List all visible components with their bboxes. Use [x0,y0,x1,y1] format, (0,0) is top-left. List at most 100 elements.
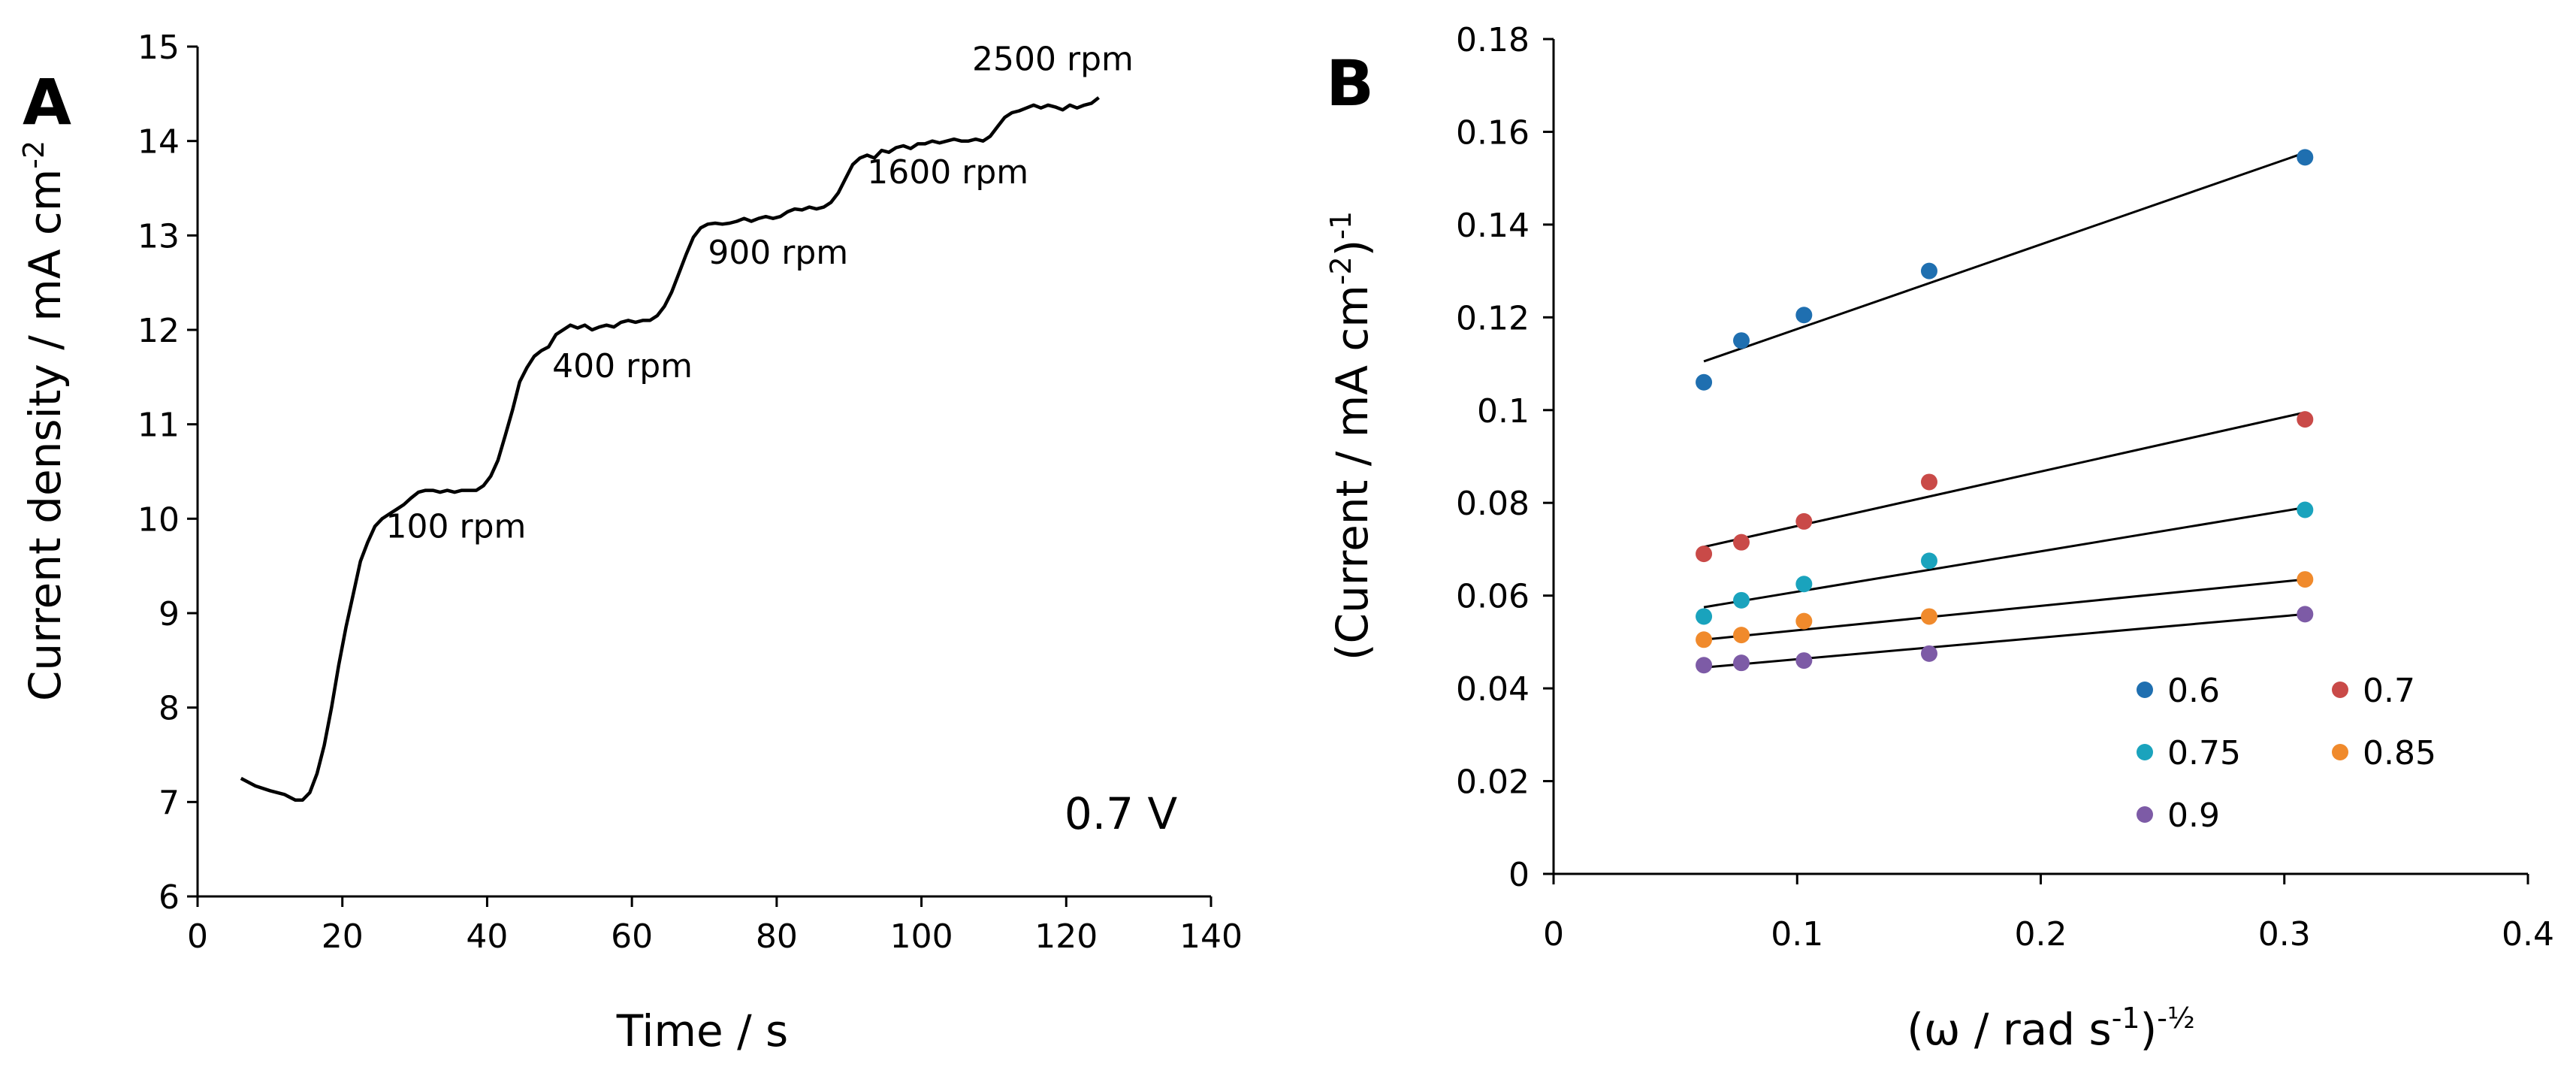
panel-b-xlabel-part1: (ω / rad s [1907,1004,2111,1055]
panel-a: A Current density / mA cm-2 Time / s 0.7… [17,29,1243,1056]
panel-b-y-tick-label: 0.16 [1456,113,1530,152]
panel-b-point-0-75 [1795,576,1813,593]
panel-b-x-axis-title: (ω / rad s-1)-½ [1907,1002,2195,1055]
panel-a-current-line [240,96,1100,802]
panel-a-y-tick-label: 6 [159,878,180,917]
panel-b-legend-marker [2332,744,2348,760]
panel-a-rpm-annotation: 400 rpm [552,347,693,385]
panel-a-annotations: 100 rpm 400 rpm 900 rpm 1600 rpm 2500 rpm [386,40,1134,546]
panel-b-fit-line-0-75 [1703,506,2306,609]
panel-b-ticks: 0 0.1 0.2 0.3 0.4 0 0.02 0.04 0.06 0.08 0.1 0.12 0.1… [1456,21,2554,954]
panel-a-rpm-annotation: 1600 rpm [867,153,1028,192]
panel-b-point-0-85 [1732,627,1750,644]
panel-b-y-tick-label: 0.1 [1477,392,1530,431]
panel-b-y-axis-title: (Current / mA cm-2)-1 [1324,211,1378,660]
panel-b-points [1696,149,2314,674]
panel-b-point-0-75 [2297,501,2314,518]
panel-a-y-tick-label: 13 [137,217,180,255]
panel-a-y-axis-title: Current density / mA cm-2 [17,141,71,701]
panel-b-point-0-6 [2297,149,2314,166]
panel-b-legend-marker [2137,682,2153,698]
panel-b-legend-marker [2332,682,2348,698]
panel-b-point-0-75 [1732,591,1750,609]
panel-a-y-tick-label: 15 [137,29,180,67]
panel-b-point-0-9 [1920,645,1937,662]
panel-b-x-tick-label: 0.3 [2258,915,2311,954]
panel-a-x-axis-title: Time / s [616,1005,789,1056]
panel-a-voltage-label: 0.7 V [1065,788,1178,839]
panel-a-axes [196,47,1211,898]
panel-b-point-0-7 [2297,411,2314,428]
panel-a-y-tick-label: 14 [137,123,180,162]
panel-b-x-tick-label: 0.1 [1771,915,1823,954]
panel-b-x-tick-label: 0.4 [2502,915,2554,954]
panel-b-y-tick-label: 0.12 [1456,299,1530,337]
panel-b-xlabel-sup1: -1 [2112,1002,2140,1035]
panel-a-ylabel-sup: -2 [17,141,50,169]
panel-b-xlabel-part2: ) [2140,1004,2158,1055]
panel-b-y-tick-label: 0.02 [1456,763,1530,802]
panel-b-ylabel-sup2: -1 [1324,211,1357,240]
panel-a-ylabel-main: Current density / mA cm [20,169,71,701]
panel-b-x-tick-label: 0 [1543,915,1564,954]
panel-b-fit-lines [1703,151,2306,669]
panel-b-point-0-6 [1795,307,1813,324]
panel-a-ticks: 0 20 40 60 80 100 120 140 6 7 8 9 10 11 12 13 14 15 [137,29,1243,956]
panel-a-y-tick-label: 7 [159,784,180,822]
panel-b-fit-line-0-9 [1703,612,2306,669]
panel-b-y-tick-label: 0.18 [1456,21,1530,59]
panel-b-xlabel-sup2: -½ [2157,1002,2195,1035]
panel-b-point-0-75 [1920,552,1937,570]
panel-a-x-tick-label: 80 [756,917,798,956]
panel-b-point-0-7 [1696,546,1713,563]
panel-b-x-tick-label: 0.2 [2015,915,2067,954]
panel-b-y-tick-label: 0 [1508,856,1530,894]
panel-b-point-0-85 [1920,608,1937,625]
panel-a-x-tick-label: 140 [1179,917,1243,956]
panel-b-point-0-6 [1696,373,1713,391]
panel-a-label: A [23,65,71,139]
panel-b-legend-label: 0.75 [2167,734,2241,772]
panel-a-rpm-annotation: 100 rpm [386,507,527,546]
panel-b-ylabel-part2: ) [1327,240,1378,257]
panel-a-x-tick-label: 20 [322,917,364,956]
panel-b-legend-marker [2137,744,2153,760]
panel-a-y-tick-label: 8 [159,690,180,728]
panel-a-x-tick-label: 120 [1034,917,1098,956]
panel-b-point-0-85 [2297,571,2314,588]
panel-b-y-tick-label: 0.06 [1456,578,1530,616]
panel-b-label: B [1326,47,1374,120]
panel-b-point-0-85 [1696,631,1713,648]
panel-a-y-tick-label: 12 [137,312,180,350]
panel-b-point-0-7 [1732,533,1750,551]
panel-b-legend-label: 0.7 [2363,672,2415,710]
panel-a-y-tick-label: 11 [137,407,180,445]
panel-b-point-0-6 [1732,332,1750,349]
panel-a-y-tick-label: 9 [159,595,180,633]
panel-b-legend-label: 0.6 [2167,672,2220,710]
panel-a-x-tick-label: 60 [611,917,653,956]
panel-b-fit-line-0-85 [1703,578,2306,641]
panel-b-y-tick-label: 0.14 [1456,207,1530,245]
panel-b-point-0-6 [1920,262,1937,280]
panel-b-point-0-9 [2297,606,2314,623]
panel-a-x-tick-label: 0 [187,917,208,956]
panel-b-ylabel-part1: (Current / mA cm [1327,285,1378,660]
panel-a-x-tick-label: 40 [466,917,508,956]
panel-b-point-0-9 [1696,657,1713,674]
panel-b-point-0-9 [1732,654,1750,672]
panel-b-point-0-75 [1696,608,1713,625]
panel-b-fit-line-0-6 [1703,151,2306,363]
panel-b-y-tick-label: 0.04 [1456,670,1530,709]
panel-a-rpm-annotation: 2500 rpm [972,40,1134,78]
panel-b: B (Current / mA cm-2)-1 (ω / rad s-1)-½ … [1324,21,2554,1055]
panel-a-rpm-annotation: 900 rpm [708,234,848,272]
panel-b-y-tick-label: 0.08 [1456,485,1530,523]
panel-a-x-tick-label: 100 [890,917,953,956]
panel-b-ylabel-sup1: -2 [1324,256,1357,285]
panel-b-fit-line-0-7 [1703,411,2306,549]
panel-b-point-0-7 [1920,473,1937,491]
panel-b-legend: 0.6 0.7 0.75 0.85 0.9 [2137,672,2436,835]
panel-b-legend-marker [2137,806,2153,823]
